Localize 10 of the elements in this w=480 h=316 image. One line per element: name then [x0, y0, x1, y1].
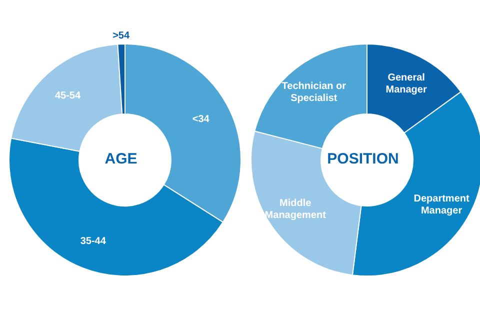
slice-label: 35-44 — [80, 236, 106, 248]
slice-label: <34 — [192, 114, 210, 125]
slice-label: Middle Management — [264, 198, 327, 222]
slice-label: >54 — [112, 30, 130, 42]
slice-label: 45-54 — [54, 90, 81, 102]
text: AGE — [104, 150, 138, 168]
slice-label: General Manager — [386, 72, 427, 96]
text: POSITION — [327, 150, 399, 168]
slice-label: Technician or Specialist — [282, 81, 346, 104]
slice-label: Department Manager — [414, 194, 470, 217]
